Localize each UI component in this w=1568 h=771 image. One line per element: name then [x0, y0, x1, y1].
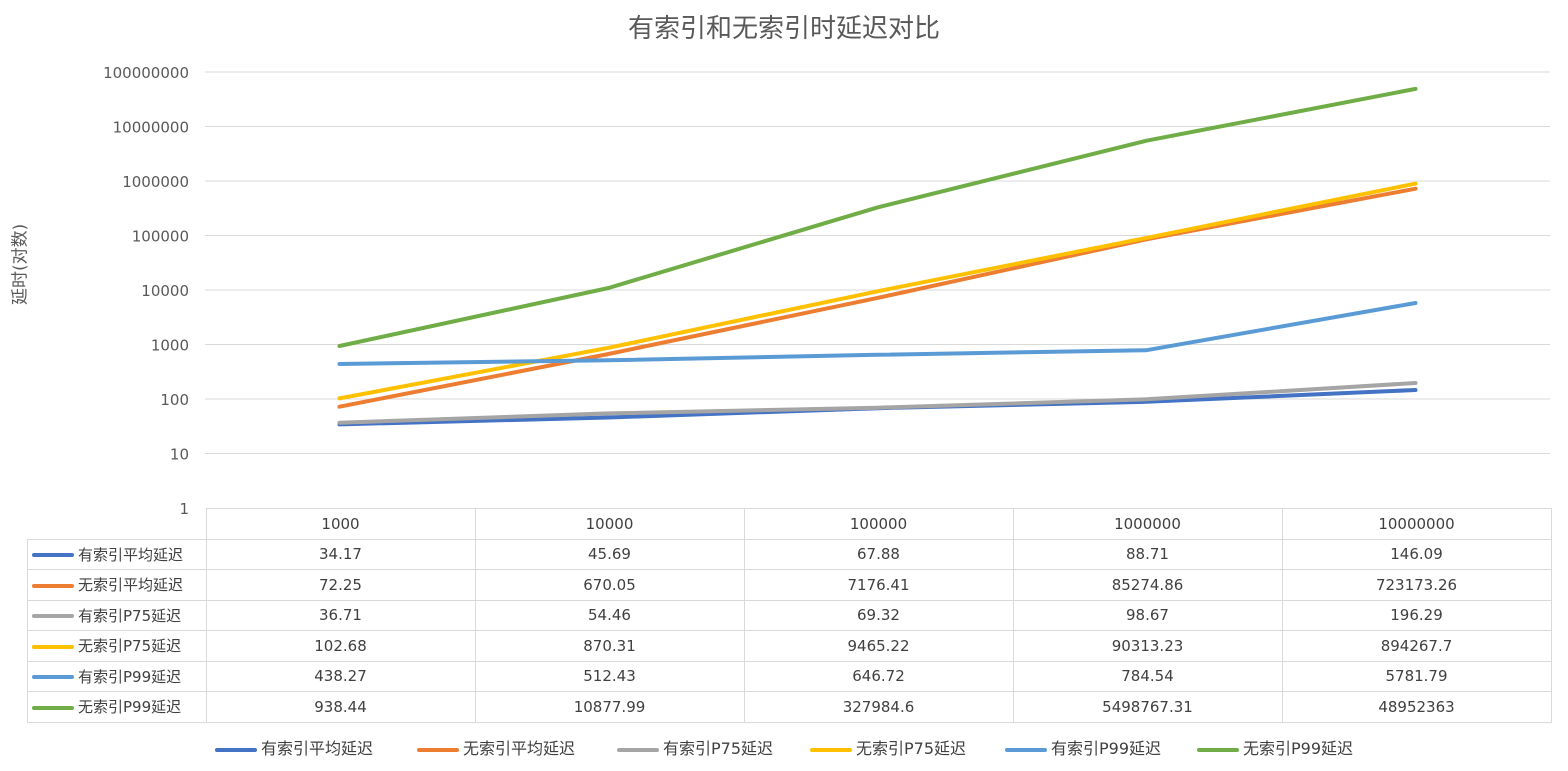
data-label: 438.27	[205, 660, 476, 692]
table-row: 无索引P75延迟 102.68 870.31 9465.22 90313.23 89426…	[27, 630, 1552, 662]
table-row: 有索引P99延迟 438.27 512.43 646.72 784.54 5781.79	[27, 660, 1552, 692]
data-label: 670.05	[474, 569, 745, 601]
legend-label: 有索引P99延迟	[1051, 739, 1162, 758]
y-tick-label: 100000000	[103, 64, 189, 82]
data-label: 88.71	[1012, 538, 1283, 570]
legend-label: 有索引平均延迟	[261, 739, 374, 758]
series-row-label: 有索引P75延迟	[27, 599, 207, 631]
data-label: 45.69	[474, 538, 745, 570]
series-name: 无索引平均延迟	[78, 576, 184, 595]
data-label: 894267.7	[1281, 630, 1552, 662]
legend-item: 有索引平均延迟	[215, 735, 373, 759]
data-label: 10877.99	[474, 691, 745, 723]
data-label: 5781.79	[1281, 660, 1552, 692]
legend-label: 无索引平均延迟	[463, 739, 576, 758]
data-label: 938.44	[205, 691, 476, 723]
data-label: 512.43	[474, 660, 745, 692]
series-swatch	[32, 614, 74, 619]
data-label: 48952363	[1281, 691, 1552, 723]
series-row-label: 有索引平均延迟	[27, 538, 207, 570]
x-category-label: 10000	[474, 508, 745, 540]
y-tick-label: 1000000	[122, 173, 189, 191]
data-table: 1000 10000 100000 1000000 10000000 有索引平均延迟 34.…	[27, 508, 1552, 723]
series-line	[337, 86, 1418, 348]
series-line	[337, 181, 1418, 401]
data-label: 7176.41	[743, 569, 1014, 601]
legend-swatch	[617, 747, 659, 752]
data-label: 69.32	[743, 599, 1014, 631]
data-label: 723173.26	[1281, 569, 1552, 601]
legend-swatch	[215, 747, 257, 752]
series-swatch	[32, 644, 74, 649]
x-category-label: 10000000	[1281, 508, 1552, 540]
legend-label: 无索引P75延迟	[856, 739, 967, 758]
y-tick-label: 100	[160, 391, 189, 409]
legend-item: 无索引P75延迟	[810, 735, 966, 759]
table-row: 无索引P99延迟 938.44 10877.99 327984.6 5498767.31…	[27, 691, 1552, 723]
data-label: 196.29	[1281, 599, 1552, 631]
table-row: 无索引平均延迟 72.25 670.05 7176.41 85274.86 723173.…	[27, 569, 1552, 601]
legend-item: 无索引平均延迟	[417, 735, 575, 759]
series-name: 有索引P99延迟	[78, 667, 182, 686]
legend-label: 有索引P75延迟	[663, 739, 774, 758]
legend-label: 无索引P99延迟	[1243, 739, 1354, 758]
series-name: 有索引平均延迟	[78, 545, 184, 564]
x-category-label: 1000	[205, 508, 476, 540]
data-label: 327984.6	[743, 691, 1014, 723]
series-name: 无索引P75延迟	[78, 637, 182, 656]
x-category-label: 1000000	[1012, 508, 1283, 540]
data-label: 870.31	[474, 630, 745, 662]
series-row-label: 无索引P99延迟	[27, 691, 207, 723]
data-label: 34.17	[205, 538, 476, 570]
series-line	[337, 186, 1418, 409]
table-row: 有索引P75延迟 36.71 54.46 69.32 98.67 196.29	[27, 599, 1552, 631]
data-label: 98.67	[1012, 599, 1283, 631]
series-swatch	[32, 705, 74, 710]
series-line	[337, 381, 1418, 425]
series-line	[337, 301, 1418, 366]
legend: 有索引平均延迟 无索引平均延迟 有索引P75延迟 无索引P75延迟 有索引P99延迟 无索…	[0, 735, 1568, 759]
series-swatch	[32, 675, 74, 680]
y-tick-label: 10000	[141, 282, 189, 300]
data-label: 36.71	[205, 599, 476, 631]
series-row-label: 无索引P75延迟	[27, 630, 207, 662]
series-row-label: 无索引平均延迟	[27, 569, 207, 601]
data-label: 102.68	[205, 630, 476, 662]
y-tick-label: 10000000	[113, 119, 189, 137]
data-label: 784.54	[1012, 660, 1283, 692]
data-label: 646.72	[743, 660, 1014, 692]
x-category-label: 100000	[743, 508, 1014, 540]
series-swatch	[32, 583, 74, 588]
legend-item: 有索引P75延迟	[617, 735, 773, 759]
data-label: 5498767.31	[1012, 691, 1283, 723]
series-name: 无索引P99延迟	[78, 698, 182, 717]
legend-item: 有索引P99延迟	[1005, 735, 1161, 759]
data-label: 72.25	[205, 569, 476, 601]
series-name: 有索引P75延迟	[78, 606, 182, 625]
table-row: 有索引平均延迟 34.17 45.69 67.88 88.71 146.09	[27, 538, 1552, 570]
data-label: 67.88	[743, 538, 1014, 570]
data-label: 90313.23	[1012, 630, 1283, 662]
y-tick-label: 100000	[132, 228, 189, 246]
chart-title: 有索引和无索引时延迟对比	[627, 14, 940, 44]
data-label: 9465.22	[743, 630, 1014, 662]
legend-item: 无索引P99延迟	[1197, 735, 1353, 759]
legend-swatch	[417, 747, 459, 752]
legend-swatch	[1005, 747, 1047, 752]
data-label: 54.46	[474, 599, 745, 631]
series-row-label: 有索引P99延迟	[27, 660, 207, 692]
series-swatch	[32, 553, 74, 558]
table-corner	[27, 508, 207, 540]
data-label: 85274.86	[1012, 569, 1283, 601]
data-label: 146.09	[1281, 538, 1552, 570]
table-header-row: 1000 10000 100000 1000000 10000000	[27, 508, 1552, 540]
legend-swatch	[810, 747, 852, 752]
y-tick-label: 1000	[151, 337, 189, 355]
legend-swatch	[1197, 747, 1239, 752]
y-tick-label: 10	[170, 446, 189, 464]
